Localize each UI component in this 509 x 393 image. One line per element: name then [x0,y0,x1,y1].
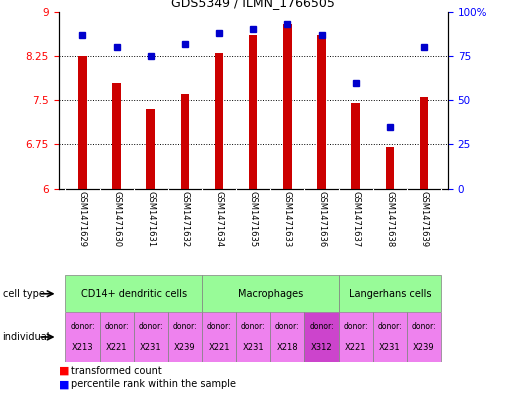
Bar [317,35,326,189]
Text: X312: X312 [310,343,332,352]
Text: GSM1471634: GSM1471634 [215,191,223,247]
Bar [338,312,373,362]
Text: X221: X221 [345,343,366,352]
Text: X221: X221 [106,343,127,352]
Text: X218: X218 [276,343,298,352]
Bar [270,312,304,362]
Text: donor:: donor: [412,322,436,331]
Text: X239: X239 [174,343,196,352]
Text: donor:: donor: [138,322,163,331]
Bar [202,312,236,362]
Text: donor:: donor: [104,322,129,331]
Bar [386,147,394,189]
Bar [215,53,223,189]
Text: donor:: donor: [173,322,197,331]
Bar [236,312,270,362]
Text: GSM1471633: GSM1471633 [283,191,292,248]
Text: X231: X231 [140,343,161,352]
Text: GSM1471629: GSM1471629 [78,191,87,247]
Text: donor:: donor: [207,322,232,331]
Text: donor:: donor: [378,322,402,331]
Text: GSM1471638: GSM1471638 [385,191,394,248]
Bar [100,312,134,362]
Bar [283,24,292,189]
Bar [78,56,87,189]
Bar [407,312,441,362]
Text: X213: X213 [72,343,93,352]
Text: Langerhans cells: Langerhans cells [349,289,431,299]
Text: GSM1471631: GSM1471631 [146,191,155,247]
Bar [147,109,155,189]
Bar [65,312,100,362]
Bar [420,97,428,189]
Bar [351,103,360,189]
Text: GSM1471636: GSM1471636 [317,191,326,248]
Bar [134,312,168,362]
Text: ■: ■ [59,365,69,376]
Text: GSM1471630: GSM1471630 [112,191,121,247]
Text: donor:: donor: [309,322,334,331]
Text: donor:: donor: [241,322,266,331]
Bar [181,94,189,189]
Title: GDS5349 / ILMN_1766505: GDS5349 / ILMN_1766505 [172,0,335,9]
Text: CD14+ dendritic cells: CD14+ dendritic cells [80,289,187,299]
Text: donor:: donor: [70,322,95,331]
Bar [373,312,407,362]
Bar [304,312,338,362]
Bar [168,312,202,362]
Bar [112,83,121,189]
Text: X239: X239 [413,343,435,352]
Text: transformed count: transformed count [71,365,162,376]
Text: Macrophages: Macrophages [238,289,303,299]
Text: GSM1471639: GSM1471639 [419,191,429,247]
Bar [338,275,441,312]
Text: ■: ■ [59,379,69,389]
Bar [202,275,338,312]
Text: X231: X231 [379,343,401,352]
Text: X221: X221 [208,343,230,352]
Text: GSM1471637: GSM1471637 [351,191,360,248]
Text: percentile rank within the sample: percentile rank within the sample [71,379,236,389]
Text: donor:: donor: [344,322,368,331]
Text: GSM1471635: GSM1471635 [249,191,258,247]
Text: individual: individual [3,332,50,342]
Text: cell type: cell type [3,289,44,299]
Bar [249,35,258,189]
Bar [65,275,202,312]
Text: X231: X231 [242,343,264,352]
Text: donor:: donor: [275,322,300,331]
Text: GSM1471632: GSM1471632 [180,191,189,247]
